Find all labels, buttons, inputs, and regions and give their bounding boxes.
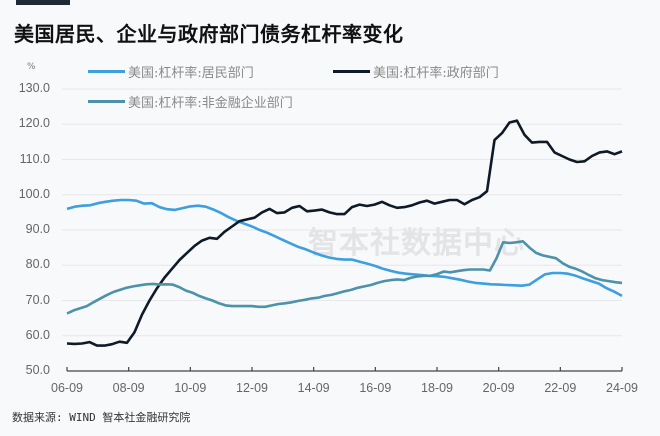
y-tick-label: 80.0	[25, 257, 50, 272]
x-tick-label: 14-09	[297, 381, 330, 395]
chart-title: 美国居民、企业与政府部门债务杠杆率变化	[14, 22, 404, 46]
x-tick-label: 08-09	[112, 381, 145, 395]
legend-label-corporate: 美国:杠杆率:非金融企业部门	[128, 96, 293, 111]
gridlines	[62, 88, 622, 337]
y-tick-label: 130.0	[18, 81, 50, 95]
y-axis-unit: %	[27, 62, 36, 72]
corporate-line	[66, 240, 623, 315]
y-tick-label: 100.0	[18, 186, 50, 201]
y-tick-label: 60.0	[25, 327, 50, 342]
y-tick-label: 110.0	[19, 151, 50, 166]
legend-swatch-household	[88, 70, 125, 73]
x-tick-label: 10-09	[174, 381, 207, 395]
government-line	[66, 119, 623, 347]
legend-swatch-government	[333, 70, 370, 73]
data-source-note: 数据来源: WIND 智本社金融研究院	[12, 411, 191, 424]
x-tick-label: 12-09	[236, 381, 268, 395]
household-line	[66, 198, 623, 298]
y-tick-label: 120.0	[18, 116, 50, 131]
x-tick-label: 16-09	[359, 381, 392, 395]
x-tick-label: 22-09	[544, 381, 577, 395]
title-accent-bar	[16, 0, 70, 5]
legend-nonfinancial-corporate: 美国:杠杆率:非金融企业部门	[88, 92, 293, 111]
watermark: 智本社数据中心	[308, 226, 525, 261]
legend-label-government: 美国:杠杆率:政府部门	[373, 66, 499, 81]
legend-household: 美国:杠杆率:居民部门	[88, 62, 254, 81]
x-tick-label: 20-09	[482, 381, 515, 395]
x-tick-label: 18-09	[421, 381, 453, 395]
legend-government: 美国:杠杆率:政府部门	[333, 62, 499, 81]
data-lines	[66, 119, 623, 347]
x-axis	[66, 367, 623, 372]
y-tick-label: 70.0	[25, 292, 50, 307]
legend-swatch-corporate	[88, 100, 125, 103]
legend-label-household: 美国:杠杆率:居民部门	[128, 66, 254, 81]
x-tick-label: 24-09	[606, 381, 638, 395]
y-tick-label: 90.0	[25, 222, 50, 236]
y-tick-label: 50.0	[25, 363, 50, 377]
x-tick-label: 06-09	[51, 381, 83, 395]
